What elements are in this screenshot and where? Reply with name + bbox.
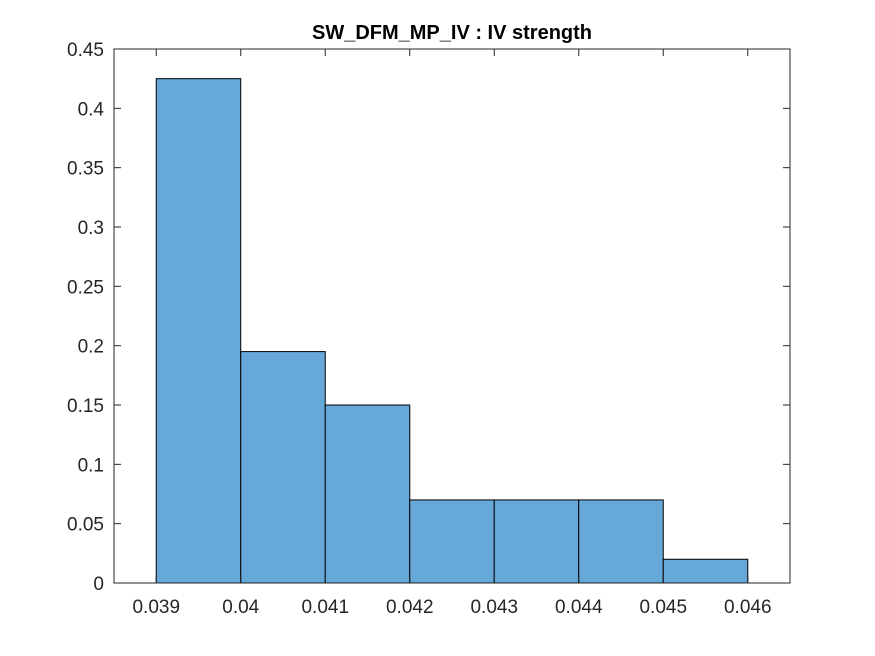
- x-tick-label: 0.04: [222, 597, 259, 618]
- histogram-bar: [578, 499, 664, 584]
- x-tick-label: 0.039: [132, 597, 180, 618]
- histogram-bar: [240, 351, 326, 584]
- axes-box: [113, 48, 791, 584]
- y-tick-label: 0.05: [67, 515, 104, 536]
- ticks-group: 0.039 0.04 0.041 0.042 0.043 0.044 0.045 0.046 0…: [67, 40, 790, 618]
- bars-group: [155, 78, 749, 584]
- x-tick-label: 0.044: [555, 597, 603, 618]
- y-tick-label: 0.3: [78, 218, 104, 239]
- y-tick-label: 0: [93, 574, 104, 595]
- histogram-bar: [324, 404, 411, 584]
- x-tick-label: 0.042: [386, 597, 434, 618]
- x-tick-label: 0.041: [301, 597, 349, 618]
- y-tick-label: 0.35: [67, 159, 104, 180]
- histogram-bar: [409, 499, 495, 584]
- y-tick-label: 0.4: [78, 99, 105, 120]
- chart-title: SW_DFM_MP_IV : IV strength: [312, 22, 592, 44]
- y-tick-label: 0.15: [67, 396, 104, 417]
- x-tick-label: 0.043: [470, 597, 518, 618]
- histogram-bar: [155, 78, 242, 584]
- x-tick-label: 0.045: [639, 597, 687, 618]
- y-tick-label: 0.45: [67, 40, 104, 61]
- x-tick-label: 0.046: [724, 597, 772, 618]
- histogram-bar: [493, 499, 580, 584]
- y-tick-label: 0.2: [78, 337, 104, 358]
- y-tick-label: 0.25: [67, 277, 104, 298]
- y-tick-label: 0.1: [78, 455, 104, 476]
- histogram-bar: [662, 558, 749, 584]
